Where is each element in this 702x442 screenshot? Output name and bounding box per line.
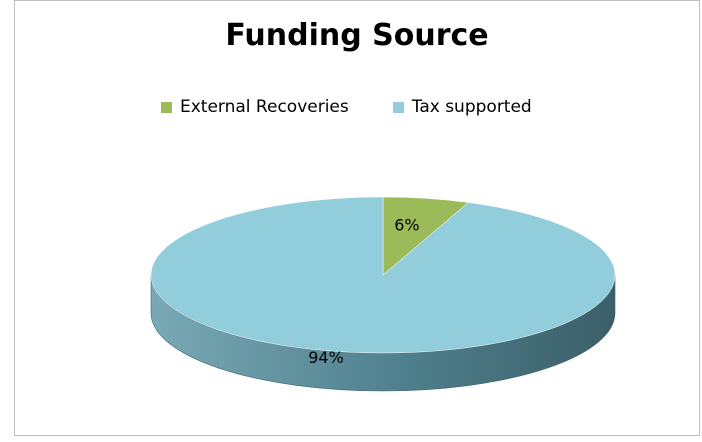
legend-label-tax-supported: Tax supported [411, 97, 532, 117]
legend-swatch-tax-supported [392, 101, 404, 113]
pie-chart: 6% 94% [150, 196, 616, 392]
pie-top-face [150, 196, 616, 354]
chart-legend: External Recoveries Tax supported [161, 97, 532, 117]
chart-title: Funding Source [225, 18, 489, 53]
pie-slice-tax-supported [150, 196, 616, 354]
legend-label-external-recoveries: External Recoveries [180, 97, 349, 117]
chart-area: Funding Source External Recoveries Tax s… [14, 0, 700, 436]
data-label-external-recoveries: 6% [394, 215, 419, 234]
legend-entry-tax-supported: Tax supported [392, 97, 532, 117]
legend-entry-external-recoveries: External Recoveries [161, 97, 349, 117]
data-label-tax-supported: 94% [308, 348, 344, 367]
legend-swatch-external-recoveries [161, 101, 172, 113]
